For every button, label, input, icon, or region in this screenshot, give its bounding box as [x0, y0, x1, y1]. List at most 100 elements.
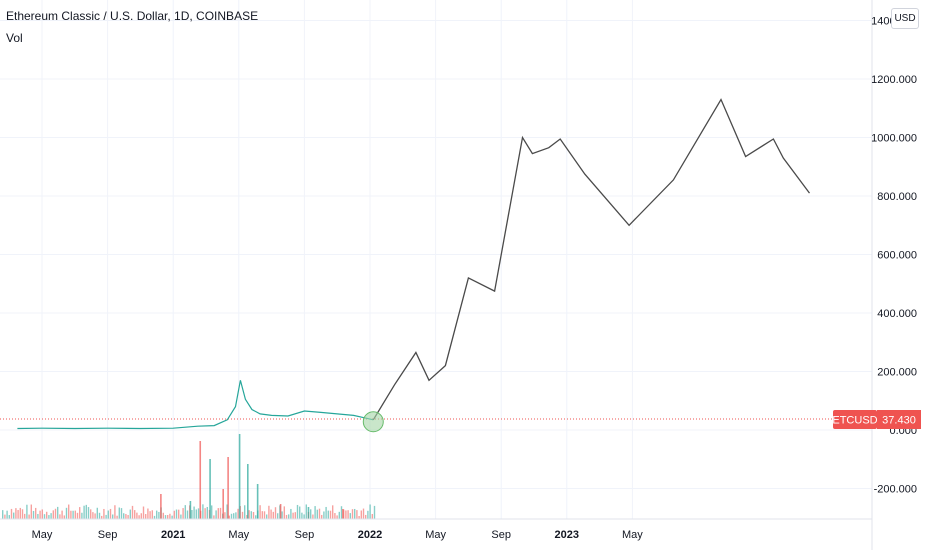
x-tick-label-2: 2021 — [161, 529, 185, 541]
volume-bar — [202, 504, 204, 519]
volume-bar — [292, 512, 294, 519]
y-tick-label-6: 200.000 — [877, 367, 917, 379]
volume-bar — [48, 515, 50, 519]
volume-bar — [290, 508, 292, 519]
volume-bar — [112, 514, 114, 519]
volume-bar — [246, 514, 248, 519]
volume-bar — [59, 514, 61, 519]
volume-bar — [358, 515, 360, 519]
volume-bar — [197, 508, 200, 519]
volume-spike-3 — [199, 441, 202, 519]
volume-bar — [356, 510, 358, 519]
volume-bar — [296, 504, 299, 519]
volume-bar — [182, 508, 184, 519]
x-tick-label-5: 2022 — [358, 529, 382, 541]
volume-bar — [184, 505, 186, 519]
volume-bar — [345, 510, 347, 519]
volume-bar — [28, 514, 30, 519]
highlight-circle — [362, 411, 384, 433]
volume-bar — [371, 513, 373, 519]
x-tick-label-9: May — [622, 529, 643, 541]
volume-bar — [175, 509, 178, 519]
volume-bar — [178, 509, 180, 519]
volume-bar — [103, 508, 105, 519]
volume-bar — [274, 507, 277, 519]
volume-bar — [13, 512, 15, 519]
y-tick-label-3: 800.000 — [877, 191, 917, 203]
volume-bar — [226, 504, 228, 519]
volume-bar — [248, 510, 250, 519]
volume-bar — [15, 508, 17, 519]
volume-bar — [52, 510, 54, 519]
volume-spike-10 — [307, 507, 310, 519]
volume-bar — [217, 508, 219, 519]
volume-bar — [43, 514, 46, 519]
volume-bar — [149, 511, 151, 519]
x-tick-label-1: Sep — [98, 529, 118, 541]
volume-bar — [70, 510, 72, 519]
volume-spike-1 — [227, 457, 229, 519]
volume-bar — [321, 514, 323, 519]
volume-bar — [87, 507, 90, 519]
volume-bar — [312, 514, 314, 519]
volume-bar — [285, 514, 288, 519]
volume-bar — [270, 509, 272, 519]
volume-bar — [180, 514, 182, 519]
volume-bar — [211, 505, 213, 519]
volume-bar — [373, 505, 376, 519]
volume-bar — [26, 504, 28, 519]
volume-bar — [241, 511, 244, 519]
volume-bar — [85, 504, 87, 519]
volume-bar — [303, 514, 305, 519]
volume-bar — [79, 507, 81, 519]
volume-spike-11 — [342, 509, 344, 519]
volume-bar — [310, 509, 312, 519]
volume-bar — [224, 512, 226, 519]
volume-bar — [237, 508, 239, 519]
volume-bar — [101, 515, 103, 519]
volume-bar — [327, 510, 329, 519]
volume-bar — [316, 509, 318, 519]
volume-bar — [219, 507, 222, 519]
x-axis[interactable]: May Sep 2021 May Sep 2022 May Sep 2023 May — [32, 529, 644, 541]
volume-bar — [35, 507, 37, 519]
volume-bar — [156, 510, 158, 519]
historical-price-line — [17, 380, 374, 430]
price-badge: ETCUSD 37.430 — [832, 410, 921, 429]
volume-bar — [340, 506, 343, 519]
price-badge-symbol: ETCUSD — [832, 415, 877, 427]
volume-bar — [283, 506, 285, 519]
volume-bar — [228, 515, 230, 519]
volume-spike-5 — [222, 489, 224, 519]
symbol-title[interactable]: Ethereum Classic / U.S. Dollar, 1D, COIN… — [6, 9, 259, 23]
volume-bar — [10, 508, 13, 519]
volume-bar — [107, 510, 109, 519]
volume-indicator-label[interactable]: Vol — [6, 31, 23, 45]
volume-bar — [8, 515, 10, 519]
x-tick-label-7: Sep — [491, 529, 511, 541]
volume-bar — [367, 510, 369, 519]
volume-bar — [318, 508, 321, 519]
volume-bar — [334, 513, 336, 519]
volume-bar — [140, 513, 142, 519]
volume-bar — [134, 510, 136, 519]
volume-bar — [213, 515, 215, 519]
volume-bar — [244, 505, 246, 519]
volume-bar — [288, 514, 290, 519]
volume-bar — [6, 510, 8, 519]
chart-grid — [0, 0, 872, 519]
volume-bar — [90, 509, 92, 519]
x-tick-label-3: May — [228, 529, 249, 541]
currency-button[interactable]: USD — [891, 8, 919, 29]
volume-spike-9 — [279, 504, 282, 519]
volume-bar — [360, 510, 362, 519]
volume-bar — [272, 511, 274, 519]
volume-bar — [255, 515, 257, 519]
volume-bar — [63, 515, 65, 519]
volume-bar — [94, 513, 96, 519]
volume-bar — [81, 512, 83, 519]
volume-bar — [96, 507, 98, 519]
volume-bar — [206, 506, 208, 519]
volume-bar — [268, 505, 270, 519]
